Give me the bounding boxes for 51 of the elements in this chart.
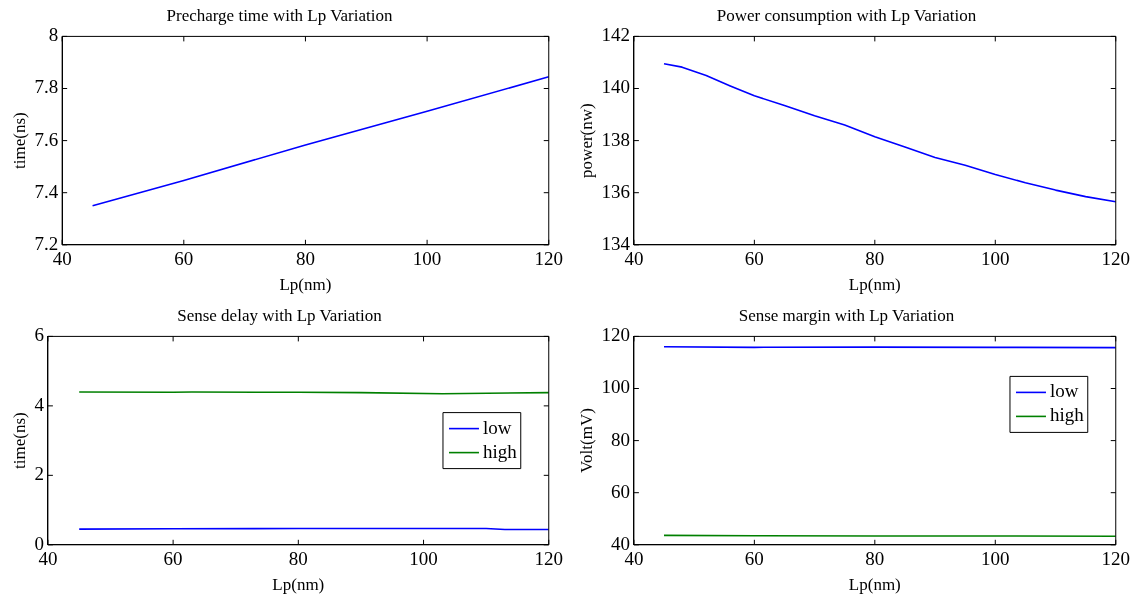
- x-axis-title: Lp(nm): [848, 275, 901, 295]
- x-tick-label: 100: [409, 548, 438, 570]
- chart-title: Sense margin with Lp Variation: [738, 305, 955, 325]
- y-tick-label: 0: [34, 532, 44, 554]
- y-tick-label: 100: [601, 376, 630, 398]
- chart-title: Power consumption with Lp Variation: [716, 5, 977, 25]
- y-tick-label: 140: [601, 76, 630, 98]
- x-tick-label: 120: [534, 548, 563, 570]
- x-tick-label: 60: [744, 248, 764, 270]
- y-tick-label: 7.6: [34, 128, 59, 150]
- y-axis-title: power(nw): [576, 103, 596, 178]
- y-tick-label: 80: [610, 428, 630, 450]
- x-axis-title: Lp(nm): [848, 575, 901, 595]
- y-axis-title: Volt(mV): [576, 408, 596, 474]
- y-tick-label: 2: [34, 463, 44, 485]
- x-tick-label: 80: [288, 548, 308, 570]
- chart-title: Sense delay with Lp Variation: [177, 305, 383, 325]
- y-axis-title: time(ns): [9, 112, 29, 169]
- y-tick-label: 142: [601, 24, 630, 46]
- x-tick-label: 100: [981, 248, 1010, 270]
- y-tick-label: 7.8: [34, 76, 59, 98]
- legend-label: low: [482, 416, 512, 438]
- y-tick-label: 136: [601, 180, 630, 202]
- y-tick-label: 120: [601, 324, 630, 346]
- x-tick-label: 60: [163, 548, 183, 570]
- y-tick-label: 8: [48, 24, 59, 46]
- x-tick-label: 120: [1101, 548, 1130, 570]
- x-tick-label: 100: [412, 248, 442, 270]
- x-tick-label: 120: [534, 248, 563, 270]
- y-tick-label: 138: [601, 128, 630, 150]
- x-tick-label: 60: [744, 548, 764, 570]
- legend-label: high: [482, 440, 518, 462]
- y-tick-label: 6: [34, 324, 44, 346]
- legend-label: high: [1049, 404, 1085, 426]
- x-tick-label: 80: [295, 248, 315, 270]
- y-tick-label: 134: [601, 232, 631, 254]
- x-axis-title: Lp(nm): [272, 575, 325, 595]
- chart-title: Precharge time with Lp Variation: [166, 5, 393, 25]
- y-tick-label: 7.4: [34, 180, 59, 202]
- x-tick-label: 60: [174, 248, 194, 270]
- legend-label: low: [1049, 380, 1079, 402]
- y-tick-label: 60: [610, 480, 630, 502]
- y-tick-label: 40: [610, 532, 630, 554]
- x-axis-title: Lp(nm): [279, 275, 332, 295]
- y-axis-title: time(ns): [9, 412, 29, 469]
- x-tick-label: 80: [865, 248, 885, 270]
- x-tick-label: 100: [981, 548, 1010, 570]
- y-tick-label: 4: [34, 393, 45, 415]
- y-tick-label: 7.2: [34, 232, 59, 254]
- x-tick-label: 80: [865, 548, 885, 570]
- x-tick-label: 120: [1101, 248, 1130, 270]
